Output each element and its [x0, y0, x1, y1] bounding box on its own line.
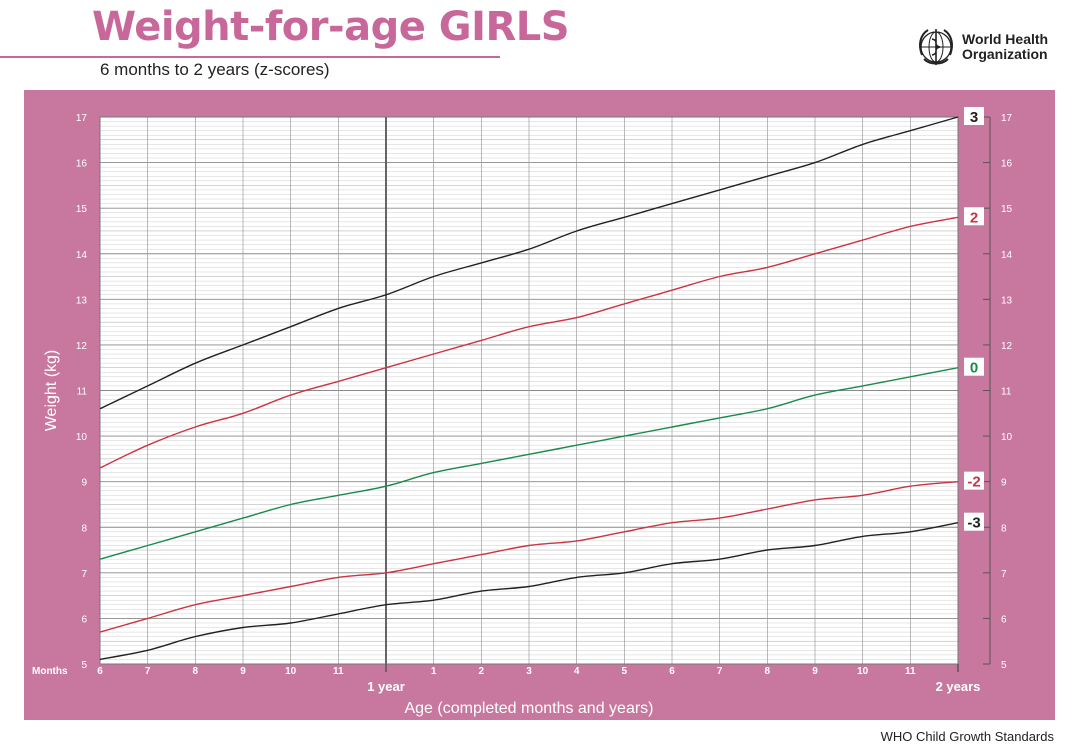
y-tick-label-right: 12	[1001, 341, 1013, 352]
who-logo: World Health Organization	[914, 24, 1058, 70]
x-tick-label: 7	[145, 666, 151, 677]
y-tick-label-left: 15	[76, 204, 88, 215]
x-tick-label: 9	[240, 666, 246, 677]
y-tick-label-right: 7	[1001, 569, 1007, 580]
who-name-line2: Organization	[962, 46, 1048, 62]
zscore-label-minus3: -3	[967, 515, 980, 532]
plot-border	[99, 116, 959, 665]
x-tick-label: 8	[193, 666, 199, 677]
x-prefix-label: Months	[32, 666, 68, 677]
y-tick-label-left: 9	[81, 478, 87, 489]
y-tick-label-right: 5	[1001, 660, 1007, 671]
x-axis-title: Age (completed months and years)	[404, 700, 653, 717]
x-tick-label: 1	[431, 666, 437, 677]
x-tick-label: 8	[765, 666, 771, 677]
x-tick-label: 9	[812, 666, 818, 677]
zscore-label-bg	[964, 512, 984, 531]
y-tick-label-right: 17	[1001, 113, 1013, 124]
x-tick-label: 11	[333, 666, 344, 677]
zscore-line-2	[99, 216, 959, 469]
x-tick-label: 10	[857, 666, 869, 677]
x-tick-label: 6	[97, 666, 103, 677]
year-mark-label: 2 years	[936, 679, 981, 694]
zscore-label-3: 3	[970, 109, 978, 126]
zscore-line-3	[99, 116, 959, 410]
y-axis-title: Weight (kg)	[43, 350, 60, 432]
y-tick-label-right: 15	[1001, 204, 1013, 215]
y-tick-label-left: 13	[76, 295, 88, 306]
zscore-label-bg	[964, 357, 984, 376]
y-tick-label-right: 11	[1001, 387, 1012, 398]
zscore-line-0	[99, 367, 959, 560]
chart-panel: 5 5 6 6 7 7 8 8 9 9 10 10 11 11 12 12 13 13 14 14 15 15 16 16 17…	[24, 90, 1055, 720]
x-tick-label: 3	[526, 666, 532, 677]
year-mark-label: 1 year	[367, 679, 405, 694]
x-tick-label: 10	[285, 666, 297, 677]
chart-title: Weight-for-age GIRLS	[92, 4, 570, 50]
y-tick-label-right: 14	[1001, 250, 1013, 261]
x-tick-label: 4	[574, 666, 580, 677]
y-tick-label-left: 8	[81, 523, 87, 534]
y-tick-label-left: 11	[77, 387, 88, 398]
x-tick-label: 5	[622, 666, 628, 677]
y-tick-label-right: 13	[1001, 295, 1013, 306]
y-tick-label-left: 6	[81, 614, 87, 625]
zscore-label-0: 0	[970, 360, 978, 377]
zscore-line-minus2	[99, 481, 959, 633]
y-tick-label-right: 8	[1001, 523, 1007, 534]
x-tick-label: 6	[669, 666, 675, 677]
y-tick-label-left: 17	[76, 113, 88, 124]
zscore-label-bg	[964, 207, 984, 226]
y-tick-label-left: 14	[76, 250, 88, 261]
zscore-label-bg	[964, 471, 984, 490]
footer-source: WHO Child Growth Standards	[880, 729, 1054, 744]
who-name-line1: World Health	[962, 31, 1049, 47]
x-tick-label: 11	[905, 666, 916, 677]
zscore-line-minus3	[99, 522, 959, 661]
chart-subtitle: 6 months to 2 years (z-scores)	[100, 60, 330, 79]
y-tick-label-right: 16	[1001, 159, 1013, 170]
y-tick-label-left: 7	[81, 569, 87, 580]
title-underline	[0, 56, 500, 58]
y-tick-label-left: 12	[76, 341, 88, 352]
zscore-label-bg	[964, 107, 984, 125]
zscore-label-minus2: -2	[967, 474, 980, 491]
y-tick-label-left: 5	[81, 660, 87, 671]
y-tick-label-right: 9	[1001, 478, 1007, 489]
who-name: World Health Organization	[962, 32, 1048, 62]
who-emblem-icon	[919, 29, 953, 65]
y-tick-label-left: 16	[76, 159, 88, 170]
y-tick-label-right: 6	[1001, 614, 1007, 625]
y-tick-label-right: 10	[1001, 432, 1013, 443]
zscore-label-2: 2	[970, 209, 978, 226]
x-tick-label: 7	[717, 666, 723, 677]
y-tick-label-left: 10	[76, 432, 88, 443]
x-tick-label: 2	[479, 666, 485, 677]
